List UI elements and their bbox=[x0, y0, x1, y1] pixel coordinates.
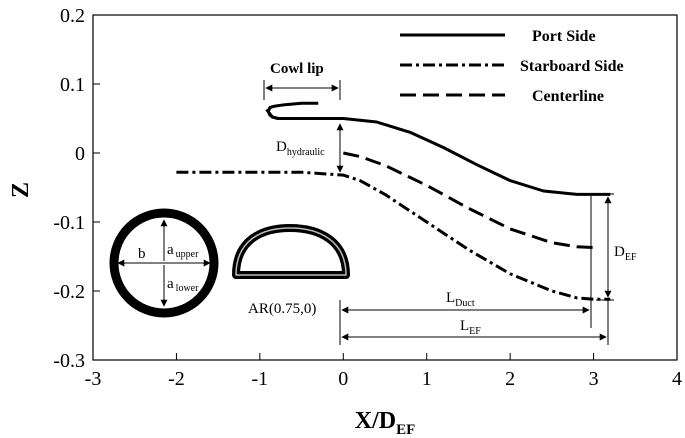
l-annotations: LDuct LEF bbox=[339, 196, 609, 345]
y-tick-label: -0.1 bbox=[53, 212, 85, 234]
d-shape-cross-section: AR(0.75,0) bbox=[232, 224, 350, 317]
a-upper-main: a bbox=[167, 242, 174, 258]
series-line-port-side bbox=[265, 108, 611, 196]
a-upper-sub: upper bbox=[176, 249, 199, 260]
circle-cross-section: b a upper a lower bbox=[109, 208, 219, 318]
x-tick-label: 3 bbox=[589, 368, 599, 390]
l-ef-label: LEF bbox=[460, 318, 481, 337]
plot-frame bbox=[92, 14, 678, 361]
y-tick-label: -0.2 bbox=[53, 281, 85, 303]
legend-label-centerline: Centerline bbox=[532, 88, 604, 105]
l-ef-main: L bbox=[460, 318, 469, 334]
y-tick-label: 0.1 bbox=[60, 74, 85, 96]
series-line-centerline bbox=[342, 151, 594, 249]
x-axis-title-sub: EF bbox=[396, 422, 415, 438]
l-duct-label: LDuct bbox=[446, 290, 475, 309]
d-hydraulic-annotation: Dhydraulic bbox=[276, 123, 344, 173]
ar-label: AR(0.75,0) bbox=[248, 301, 316, 317]
circle-b-label: b bbox=[138, 246, 146, 262]
cowl-lip-annotation: Cowl lip bbox=[263, 61, 341, 100]
l-duct-sub: Duct bbox=[455, 298, 475, 309]
x-tick-label: -3 bbox=[85, 368, 102, 390]
x-axis: -3 -2 -1 0 1 2 3 4 bbox=[85, 353, 682, 390]
x-tick-label: 1 bbox=[422, 368, 432, 390]
x-axis-title: X/DEF bbox=[355, 408, 416, 438]
a-lower-main: a bbox=[167, 276, 174, 292]
x-tick-label: 0 bbox=[338, 368, 348, 390]
cowl-lip-curve bbox=[266, 101, 319, 120]
l-duct-main: L bbox=[446, 290, 455, 306]
d-shape-inner bbox=[235, 227, 347, 276]
y-axis: -0.3 -0.2 -0.1 0 0.1 0.2 bbox=[53, 5, 100, 372]
circle-section-shape bbox=[109, 208, 219, 318]
d-ef-main: D bbox=[614, 244, 625, 260]
series-layer bbox=[176, 101, 611, 301]
x-axis-title-main: X/D bbox=[355, 408, 396, 434]
legend-label-port-side: Port Side bbox=[532, 28, 596, 45]
d-hydraulic-main: D bbox=[276, 139, 287, 155]
d-ef-sub: EF bbox=[625, 252, 637, 263]
y-axis-title: Z bbox=[8, 182, 34, 198]
legend-label-starboard-side: Starboard Side bbox=[520, 58, 624, 75]
l-ef-sub: EF bbox=[469, 326, 481, 337]
cowl-lip-label: Cowl lip bbox=[270, 61, 324, 77]
x-tick-label: -1 bbox=[252, 368, 269, 390]
x-tick-label: 2 bbox=[505, 368, 515, 390]
d-ef-annotation: DEF bbox=[596, 193, 637, 301]
series-line-starboard-side bbox=[176, 170, 611, 301]
circle-a-lower-label: a lower bbox=[167, 276, 199, 294]
y-tick-label: 0.2 bbox=[60, 5, 85, 27]
d-hydraulic-sub: hydraulic bbox=[287, 147, 325, 158]
d-ef-label: DEF bbox=[614, 244, 637, 263]
y-tick-label: -0.3 bbox=[53, 350, 85, 372]
x-tick-label: -2 bbox=[168, 368, 185, 390]
y-tick-label: 0 bbox=[75, 143, 85, 165]
circle-a-upper-label: a upper bbox=[167, 242, 199, 260]
a-lower-sub: lower bbox=[176, 283, 199, 294]
x-tick-label: 4 bbox=[672, 368, 682, 390]
legend: Port Side Starboard Side Centerline bbox=[400, 28, 624, 105]
d-hydraulic-label: Dhydraulic bbox=[276, 139, 325, 158]
d-shape-outer bbox=[232, 224, 350, 279]
